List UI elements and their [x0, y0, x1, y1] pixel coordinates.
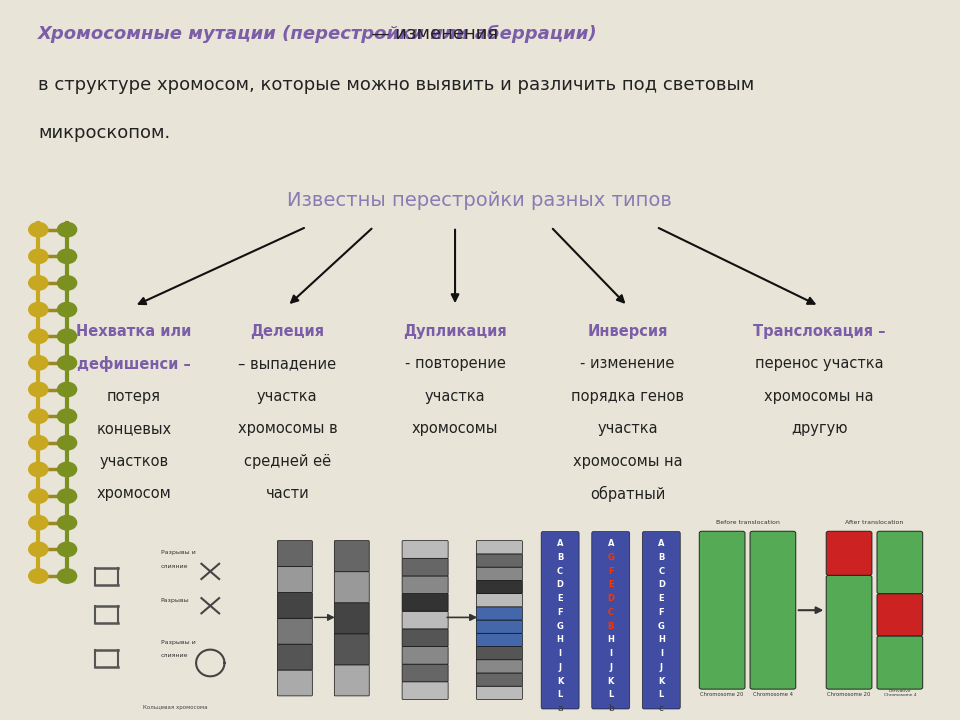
Circle shape — [29, 516, 48, 530]
Circle shape — [29, 436, 48, 450]
Circle shape — [58, 569, 77, 583]
Text: Дупликация: Дупликация — [403, 324, 507, 339]
Text: Делеция: Делеция — [251, 324, 324, 339]
Text: части: части — [266, 486, 309, 501]
Circle shape — [58, 436, 77, 450]
Circle shape — [29, 489, 48, 503]
Circle shape — [29, 462, 48, 477]
Circle shape — [58, 249, 77, 264]
Circle shape — [29, 569, 48, 583]
Circle shape — [29, 382, 48, 397]
Text: потеря: потеря — [108, 389, 161, 404]
Circle shape — [29, 222, 48, 237]
Text: участка: участка — [597, 421, 658, 436]
Text: Хромосомные мутации (перестройки или аберрации): Хромосомные мутации (перестройки или абе… — [38, 25, 598, 43]
Text: дефишенси –: дефишенси – — [77, 356, 191, 372]
Circle shape — [58, 409, 77, 423]
Circle shape — [29, 276, 48, 290]
Text: – выпадение: – выпадение — [238, 356, 336, 372]
Circle shape — [58, 329, 77, 343]
Text: Известны перестройки разных типов: Известны перестройки разных типов — [286, 191, 671, 210]
Circle shape — [58, 222, 77, 237]
Text: - повторение: - повторение — [404, 356, 506, 372]
Text: другую: другую — [791, 421, 848, 436]
Text: хромосомы в: хромосомы в — [237, 421, 337, 436]
Circle shape — [58, 356, 77, 370]
Circle shape — [29, 302, 48, 317]
Circle shape — [58, 276, 77, 290]
Text: Инверсия: Инверсия — [588, 324, 668, 339]
Circle shape — [29, 542, 48, 557]
Circle shape — [58, 489, 77, 503]
Text: участка: участка — [257, 389, 318, 404]
Text: хромосомы на: хромосомы на — [764, 389, 874, 404]
Circle shape — [29, 249, 48, 264]
Text: участка: участка — [424, 389, 486, 404]
Text: средней её: средней её — [244, 454, 331, 469]
Text: участков: участков — [100, 454, 169, 469]
Text: обратный: обратный — [589, 486, 665, 502]
Circle shape — [58, 302, 77, 317]
Text: порядка генов: порядка генов — [571, 389, 684, 404]
Circle shape — [58, 516, 77, 530]
Circle shape — [58, 382, 77, 397]
Text: - изменение: - изменение — [580, 356, 675, 372]
Text: хромосомы: хромосомы — [412, 421, 498, 436]
Circle shape — [29, 409, 48, 423]
Text: в структуре хромосом, которые можно выявить и различить под световым: в структуре хромосом, которые можно выяв… — [38, 76, 755, 94]
Text: Транслокация –: Транслокация – — [753, 324, 885, 339]
Text: концевых: концевых — [97, 421, 172, 436]
Circle shape — [58, 542, 77, 557]
Text: — изменения: — изменения — [38, 25, 498, 43]
Text: хромосомы на: хромосомы на — [573, 454, 683, 469]
Circle shape — [58, 462, 77, 477]
Text: Нехватка или: Нехватка или — [77, 324, 192, 339]
Circle shape — [29, 356, 48, 370]
Text: микроскопом.: микроскопом. — [38, 124, 171, 142]
Text: перенос участка: перенос участка — [755, 356, 883, 372]
Text: хромосом: хромосом — [97, 486, 172, 501]
Circle shape — [29, 329, 48, 343]
